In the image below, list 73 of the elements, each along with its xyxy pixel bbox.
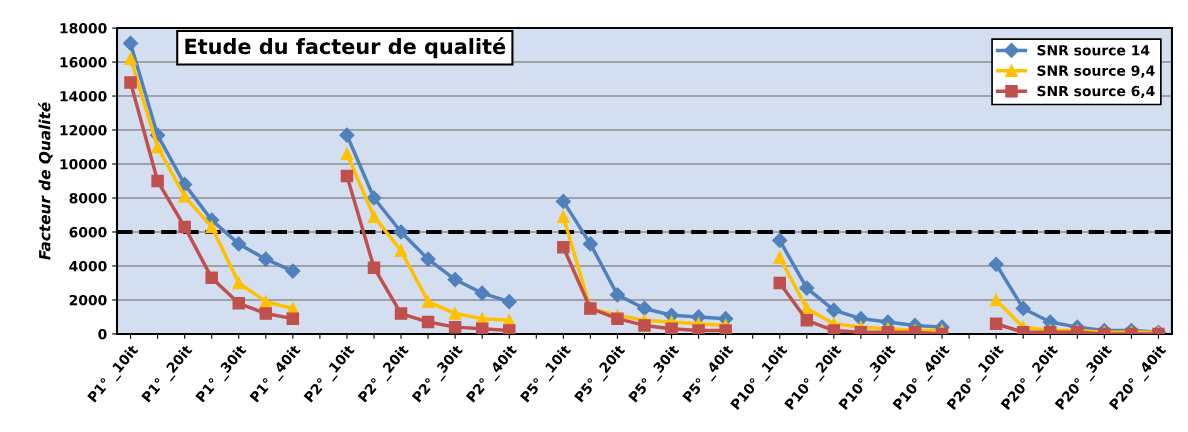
point xyxy=(988,256,1004,272)
point xyxy=(178,220,191,234)
point xyxy=(205,271,218,285)
point xyxy=(557,241,570,254)
point xyxy=(501,294,517,310)
chart-title: Etude du facteur de qualité xyxy=(185,37,506,59)
y-tick-label: 4000 xyxy=(69,260,107,272)
y-tick-label: 16000 xyxy=(60,57,107,68)
point xyxy=(339,127,355,143)
point xyxy=(638,319,651,332)
point xyxy=(285,263,301,279)
point xyxy=(367,210,381,223)
y-tick-label: 18000 xyxy=(60,23,107,34)
point xyxy=(719,324,732,334)
point xyxy=(692,324,705,334)
point xyxy=(475,322,489,334)
point xyxy=(773,251,786,264)
point xyxy=(393,224,409,240)
y-tick-label: 6000 xyxy=(69,226,107,238)
point xyxy=(772,232,788,249)
point xyxy=(366,190,382,206)
y-tick-label: 0 xyxy=(98,328,107,340)
point xyxy=(420,251,436,267)
point xyxy=(557,210,570,223)
legend-label: SNR source 9,4 xyxy=(1037,65,1155,78)
point xyxy=(502,324,516,334)
y-tick-label: 10000 xyxy=(60,158,107,170)
point xyxy=(178,190,191,203)
point xyxy=(340,169,354,183)
point xyxy=(582,236,598,252)
point xyxy=(231,236,247,252)
point xyxy=(394,307,408,320)
point xyxy=(421,295,435,308)
point xyxy=(448,320,462,334)
legend-label: SNR source 6,4 xyxy=(1037,85,1155,99)
point xyxy=(122,35,139,51)
y-axis-title: Facteur de Qualité xyxy=(38,102,53,260)
point xyxy=(826,302,842,318)
point xyxy=(448,307,462,320)
point xyxy=(989,293,1003,307)
point xyxy=(151,174,164,188)
point xyxy=(800,314,814,327)
point xyxy=(636,300,653,317)
legend-label: SNR source 14 xyxy=(1037,44,1150,56)
point xyxy=(609,287,626,303)
point xyxy=(421,315,435,329)
point xyxy=(799,280,815,296)
point xyxy=(259,307,273,320)
y-tick-label: 12000 xyxy=(60,125,107,136)
y-tick-label: 2000 xyxy=(69,294,107,306)
point xyxy=(205,220,218,234)
point xyxy=(555,193,571,209)
point xyxy=(340,147,354,161)
point xyxy=(827,324,841,334)
point xyxy=(367,261,381,274)
point xyxy=(474,285,490,301)
point xyxy=(258,251,274,267)
point xyxy=(124,76,137,89)
point xyxy=(1015,300,1031,317)
point xyxy=(447,271,463,288)
point xyxy=(232,276,245,290)
point xyxy=(286,312,300,325)
point xyxy=(394,244,408,257)
point xyxy=(124,52,137,65)
point xyxy=(665,322,678,334)
point xyxy=(151,140,164,154)
point xyxy=(259,295,273,308)
point xyxy=(773,276,786,290)
point xyxy=(989,317,1003,330)
y-tick-label: 8000 xyxy=(69,192,107,204)
y-tick-label: 14000 xyxy=(60,91,107,102)
point xyxy=(232,297,245,310)
point xyxy=(611,312,624,325)
